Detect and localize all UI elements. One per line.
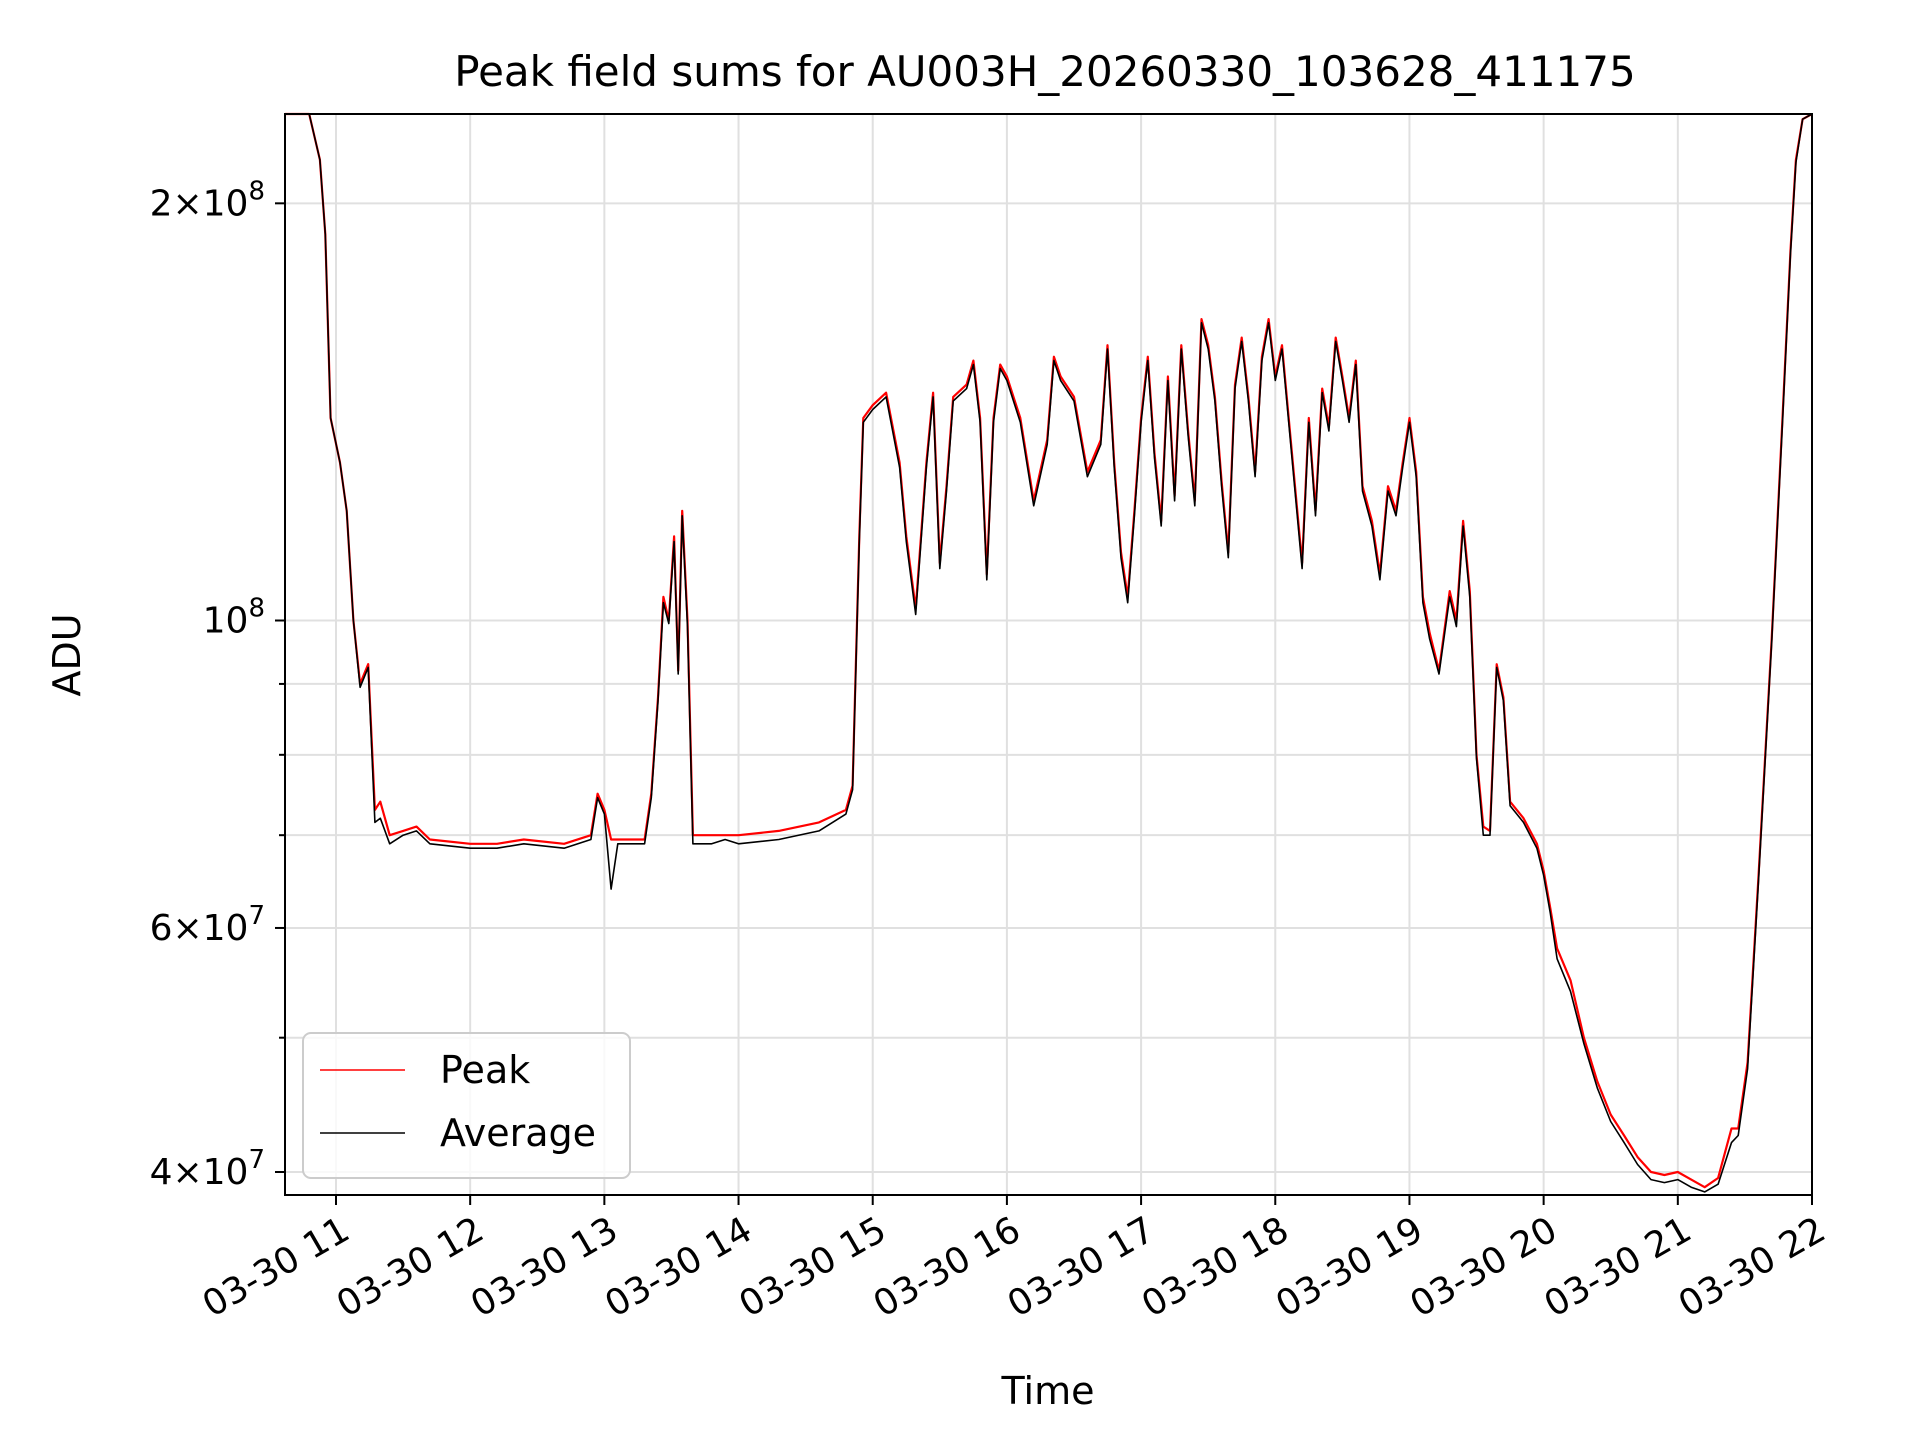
legend: Peak Average <box>302 1032 631 1179</box>
y-tick-label: 6×107 <box>150 901 265 949</box>
chart-title: Peak field sums for AU003H_20260330_1036… <box>454 47 1635 96</box>
series-group <box>285 112 1813 1193</box>
x-axis-label: Time <box>1001 1369 1095 1413</box>
legend-average-label: Average <box>440 1111 596 1155</box>
y-tick-label: 108 <box>203 594 265 642</box>
series-line-average <box>285 113 1813 1193</box>
legend-peak-label: Peak <box>440 1048 530 1092</box>
y-axis-label: ADU <box>45 613 89 696</box>
y-axis: 4×107 6×107 108 2×108 <box>150 176 285 1193</box>
y-tick-label: 4×107 <box>150 1145 265 1193</box>
y-tick-label: 2×108 <box>150 176 265 224</box>
plot-frame <box>284 113 1813 1196</box>
